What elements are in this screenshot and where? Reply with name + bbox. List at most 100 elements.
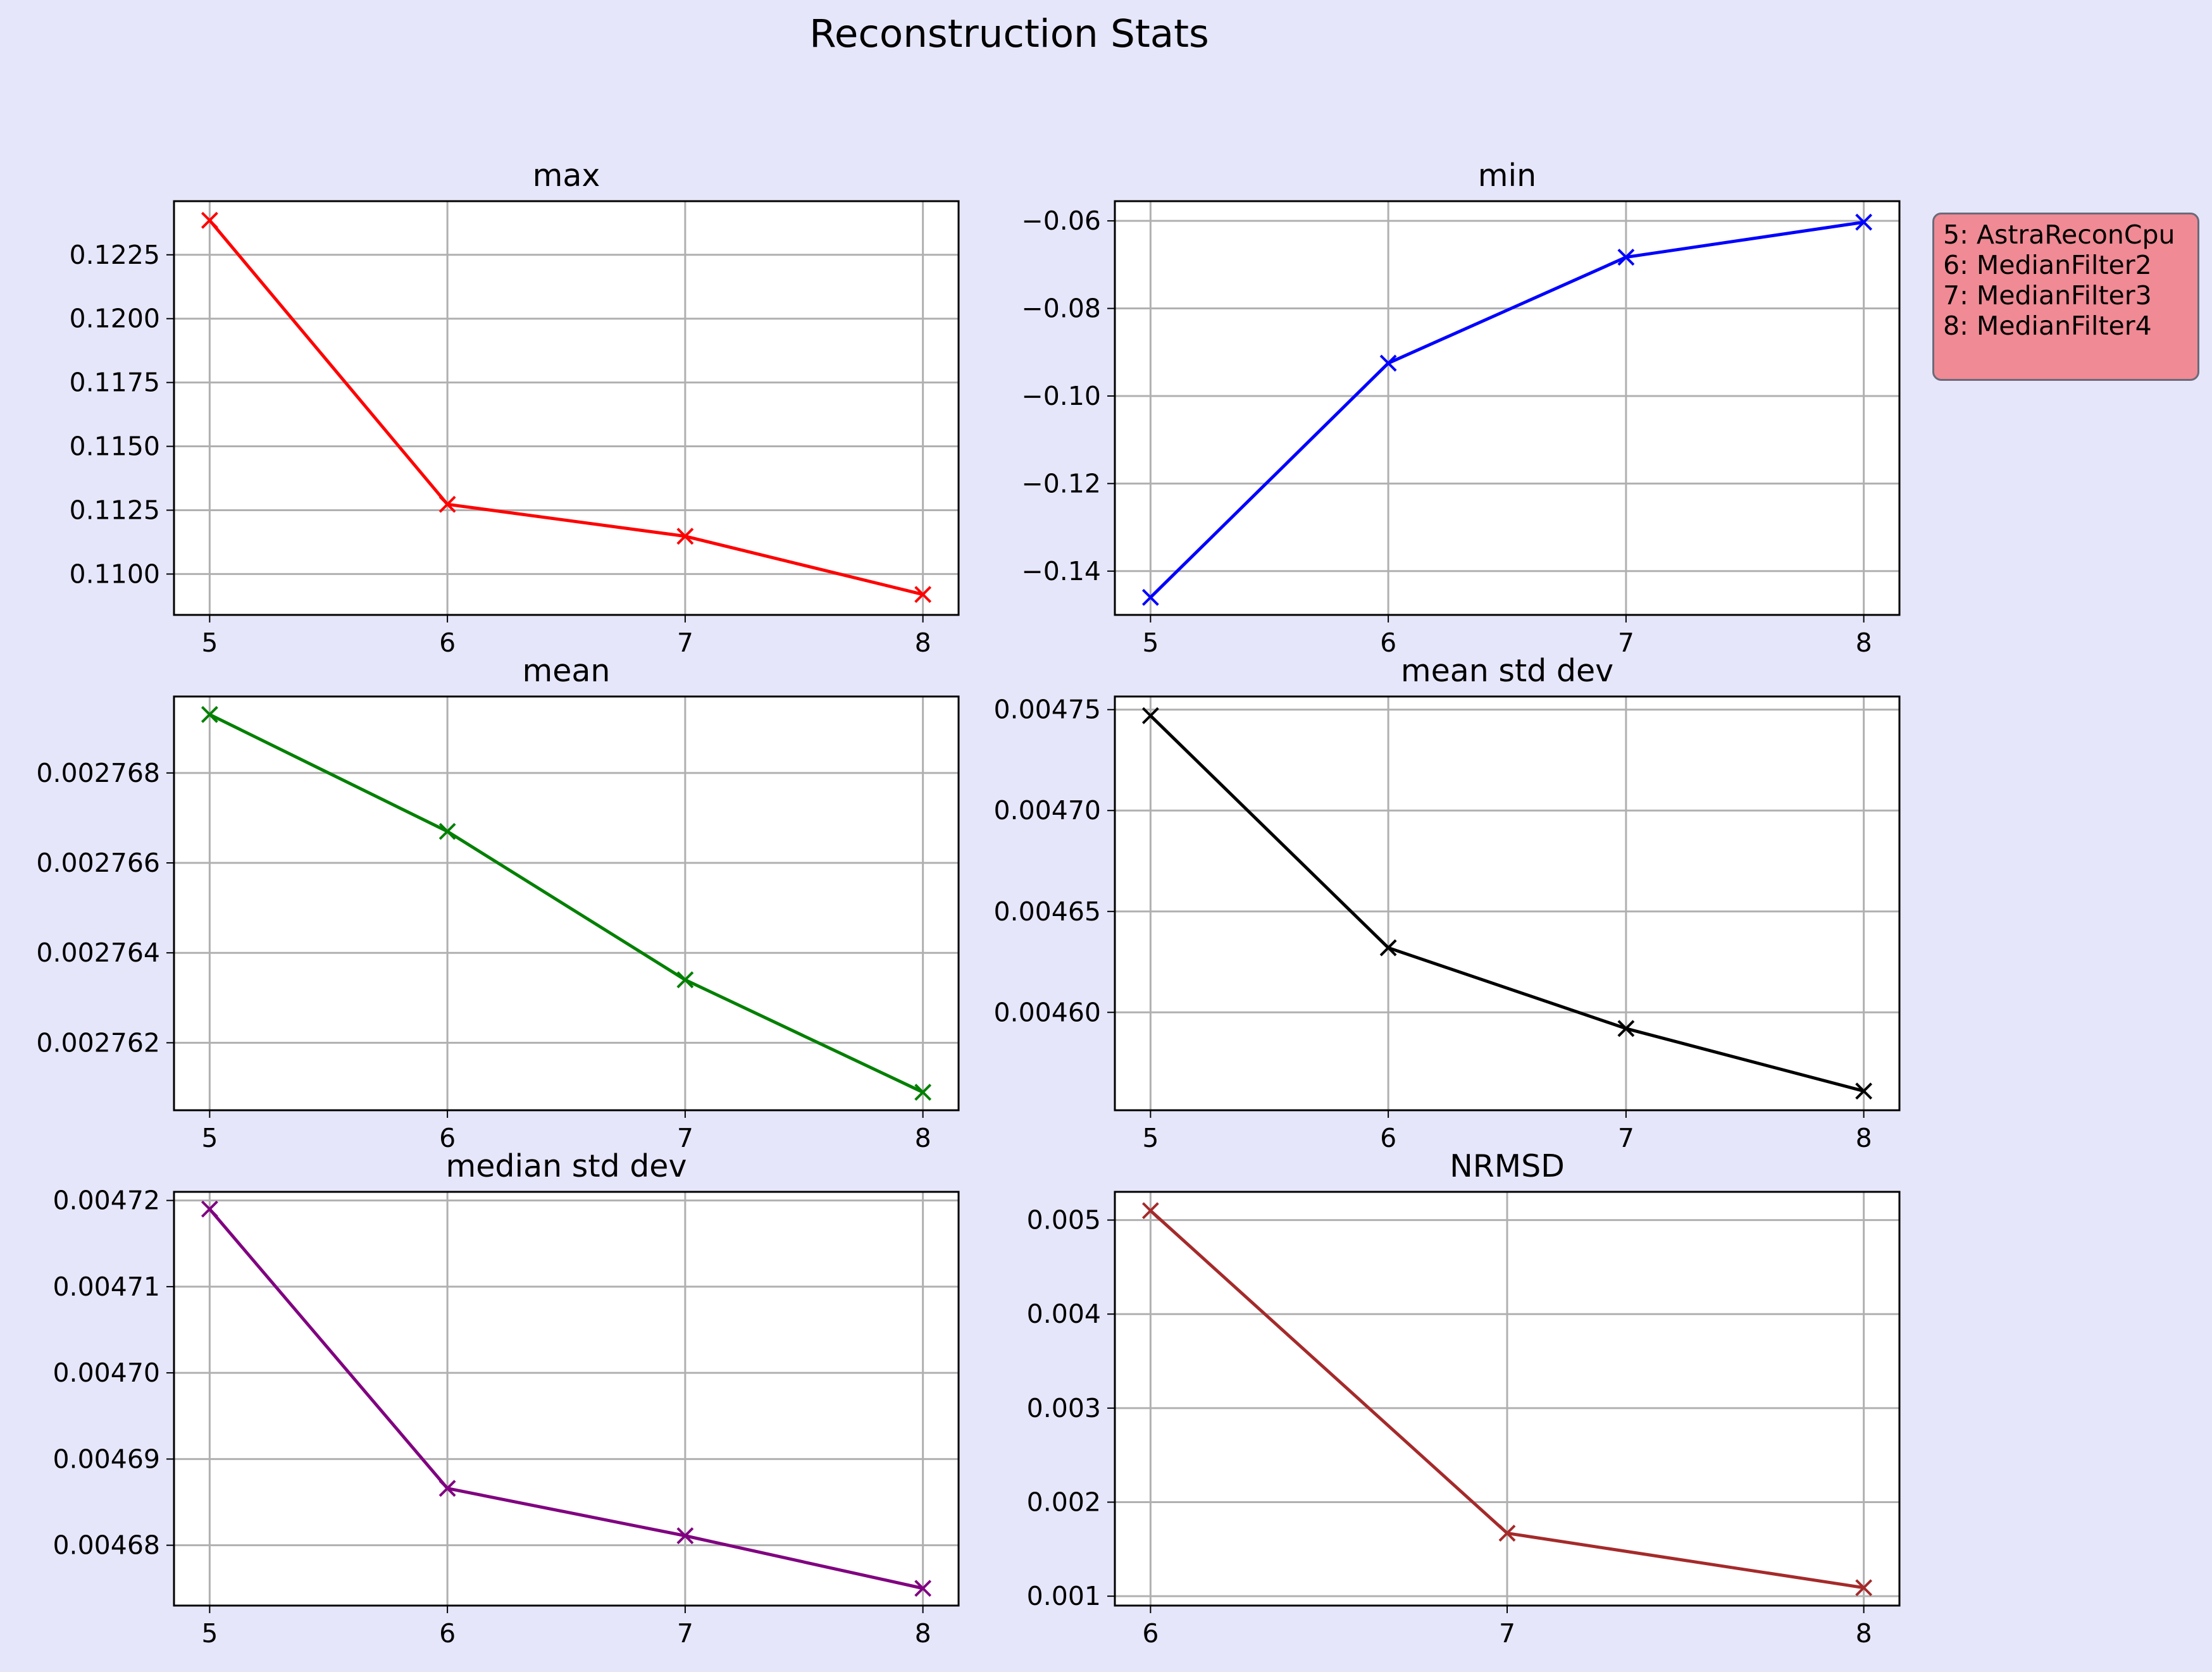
y-tick-label: 0.1175: [70, 368, 160, 398]
y-tick-label: 0.002762: [36, 1027, 160, 1058]
y-tick-label: 0.00472: [53, 1186, 160, 1216]
y-tick-label: 0.003: [1027, 1393, 1101, 1423]
data-point-marker: [1379, 939, 1397, 957]
y-tick-label: 0.00471: [53, 1272, 160, 1302]
y-tick-label: 0.005: [1027, 1205, 1101, 1235]
data-point-marker: [201, 1200, 218, 1218]
x-tick-label: 7: [1618, 1123, 1634, 1153]
plot-area: [174, 1192, 959, 1606]
x-tick-label: 5: [201, 628, 218, 658]
y-tick-label: −0.10: [1021, 381, 1101, 411]
data-point-marker: [1617, 249, 1635, 266]
y-tick-label: −0.14: [1021, 556, 1101, 586]
axes-frame: [1114, 695, 1901, 1112]
series-line: [1149, 220, 1865, 599]
x-tick-label: 6: [439, 1618, 456, 1649]
plot-area: [174, 697, 959, 1110]
data-point-marker: [914, 1580, 932, 1597]
y-tick-label: −0.06: [1021, 206, 1101, 236]
data-point-marker: [1379, 354, 1397, 372]
data-point-marker: [914, 1084, 932, 1101]
x-tick-label: 7: [677, 1123, 693, 1153]
data-point-marker: [1141, 1202, 1159, 1220]
subplot-mean-std-dev: 5 6 7 8 0.00460 0.00465 0.00470 0.00475 mean std…: [993, 653, 1901, 1153]
y-tick-label: 0.1150: [70, 431, 160, 462]
x-tick-label: 8: [915, 1618, 931, 1649]
data-point-marker: [1617, 1020, 1635, 1037]
data-point-marker: [676, 528, 694, 545]
series-line: [208, 219, 924, 597]
series-line: [209, 713, 924, 1094]
data-point-marker: [1141, 707, 1159, 724]
y-tick-label: 0.00469: [53, 1444, 160, 1474]
y-tick-label: 0.1100: [70, 559, 160, 589]
subplot-nrmsd: 6 7 8 0.001 0.002 0.003 0.004 0.005 NRMSD: [1027, 1148, 1901, 1649]
x-tick-label: 7: [677, 628, 693, 658]
figure-title: Reconstruction Stats: [809, 11, 1209, 56]
y-tick-label: 0.001: [1027, 1581, 1101, 1611]
y-tick-label: 0.1125: [70, 495, 160, 525]
data-point-marker: [201, 706, 218, 723]
x-tick-label: 6: [1380, 628, 1396, 658]
x-tick-label: 5: [201, 1618, 218, 1649]
subplot-title: mean std dev: [1401, 653, 1613, 689]
data-point-marker: [1141, 588, 1159, 606]
x-tick-label: 5: [1142, 1123, 1159, 1153]
x-tick-label: 8: [1856, 628, 1872, 658]
data-point-marker: [676, 1527, 694, 1545]
axes-frame: [1114, 1191, 1901, 1607]
y-tick-label: 0.002766: [36, 848, 160, 878]
x-tick-label: 8: [1856, 1123, 1872, 1153]
data-point-marker: [438, 822, 456, 840]
y-tick-label: 0.00475: [993, 695, 1101, 725]
axes-frame: [173, 200, 960, 616]
y-tick-label: 0.00470: [53, 1358, 160, 1388]
legend-entry-7: 7: MedianFilter3: [1943, 280, 2152, 311]
x-tick-label: 7: [1618, 628, 1634, 658]
data-point-marker: [1855, 1082, 1873, 1100]
y-tick-label: −0.12: [1021, 468, 1101, 499]
x-tick-label: 6: [439, 1123, 456, 1153]
axes-frame: [173, 1191, 960, 1607]
x-tick-label: 8: [915, 1123, 931, 1153]
axes-frame: [1114, 200, 1901, 616]
x-tick-label: 8: [1856, 1618, 1872, 1649]
y-tick-label: 0.1200: [70, 304, 160, 334]
x-tick-label: 5: [201, 1123, 218, 1153]
subplot-title: mean: [523, 653, 611, 689]
subplot-title: min: [1478, 158, 1536, 194]
plot-area: [1115, 201, 1899, 615]
series-line: [208, 1208, 924, 1590]
subplot-mean: 5 6 7 8 0.002762 0.002764 0.002766 0.002768 mean: [36, 653, 960, 1153]
y-tick-label: 0.1225: [70, 240, 160, 270]
subplot-title: NRMSD: [1450, 1148, 1565, 1184]
x-tick-label: 6: [1142, 1618, 1159, 1649]
legend-entry-5: 5: AstraReconCpu: [1943, 220, 2175, 250]
subplot-title: max: [533, 158, 600, 194]
subplot-title: median std dev: [446, 1148, 687, 1184]
x-tick-label: 7: [677, 1618, 693, 1649]
y-tick-label: −0.08: [1021, 294, 1101, 324]
y-tick-label: 0.002768: [36, 758, 160, 788]
data-point-marker: [1855, 213, 1873, 231]
x-tick-label: 7: [1499, 1618, 1515, 1649]
axes-frame: [173, 695, 960, 1112]
subplot-max: 5 6 7 8 0.1100 0.1125 0.1150 0.1175 0.1200 0.1225…: [70, 158, 960, 658]
y-tick-label: 0.002764: [36, 938, 160, 968]
y-tick-label: 0.00470: [993, 795, 1101, 826]
legend-entry-8: 8: MedianFilter4: [1943, 311, 2152, 341]
data-point-marker: [1855, 1579, 1873, 1597]
plot-area: [174, 201, 959, 615]
data-point-marker: [201, 211, 218, 229]
subplot-min: 5 6 7 8 −0.14 −0.12 −0.10 −0.08 −0.06 min: [1021, 158, 1901, 658]
x-tick-label: 5: [1142, 628, 1159, 658]
y-tick-label: 0.00460: [993, 997, 1101, 1027]
series-line: [1149, 714, 1865, 1093]
plot-area: [1115, 697, 1899, 1110]
data-point-marker: [438, 495, 456, 513]
x-tick-label: 6: [439, 628, 456, 658]
y-tick-label: 0.00465: [993, 896, 1101, 927]
y-tick-label: 0.00468: [53, 1530, 160, 1561]
y-tick-label: 0.002: [1027, 1487, 1101, 1518]
data-point-marker: [914, 586, 932, 604]
